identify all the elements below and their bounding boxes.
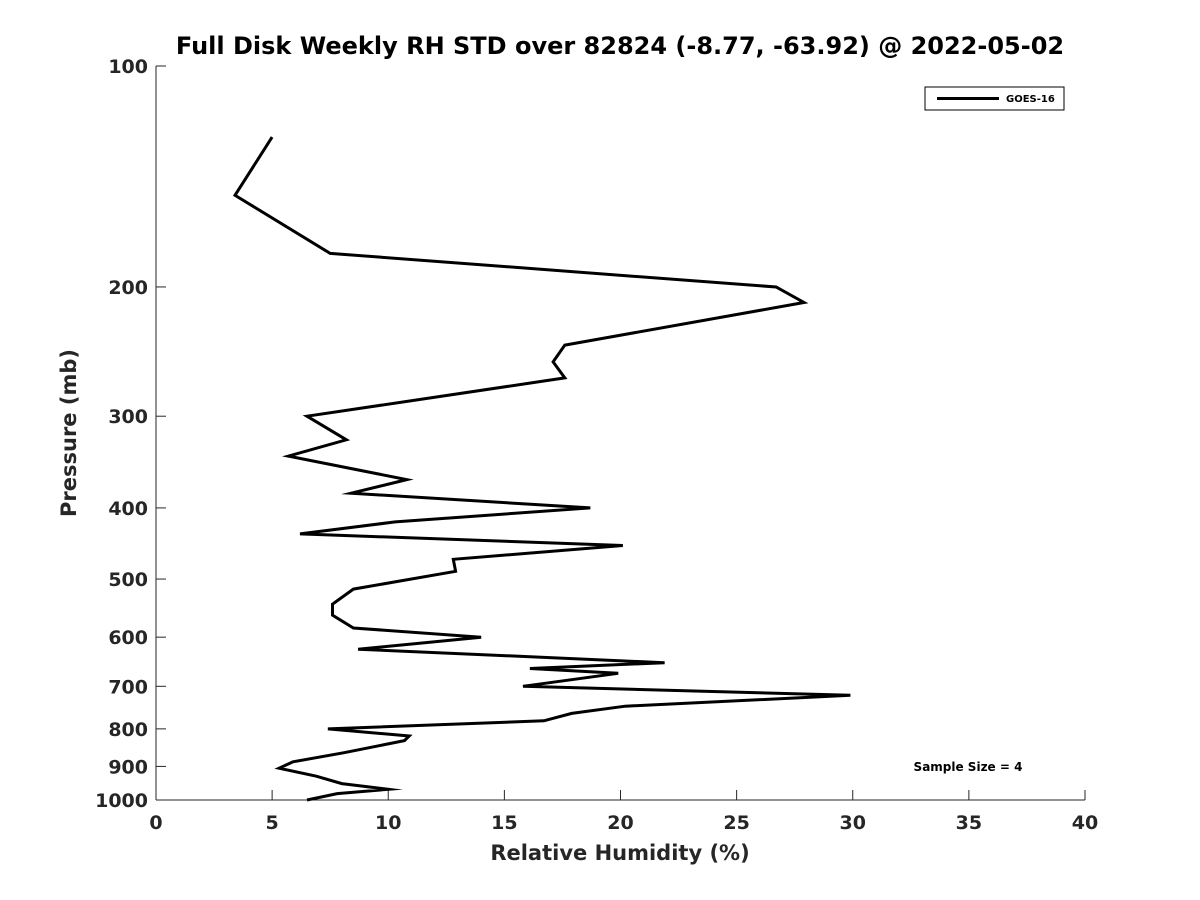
x-tick-label: 20 bbox=[607, 812, 633, 834]
x-tick-label: 5 bbox=[266, 812, 279, 834]
y-tick-label: 900 bbox=[108, 756, 148, 778]
x-tick-label: 15 bbox=[491, 812, 517, 834]
series-lines bbox=[232, 136, 851, 802]
sample-size-annotation: Sample Size = 4 bbox=[914, 760, 1023, 774]
y-tick-label: 700 bbox=[108, 676, 148, 698]
x-tick-label: 30 bbox=[840, 812, 866, 834]
y-tick-label: 100 bbox=[108, 56, 148, 78]
x-tick-label: 0 bbox=[149, 812, 162, 834]
y-tick-label: 600 bbox=[108, 627, 148, 649]
legend: GOES-16 bbox=[924, 86, 1065, 111]
x-axis-label: Relative Humidity (%) bbox=[490, 841, 749, 865]
y-tick-label: 400 bbox=[108, 498, 148, 520]
legend-label-goes-16: GOES-16 bbox=[1006, 94, 1055, 105]
x-tick-label: 35 bbox=[956, 812, 982, 834]
y-tick-label: 500 bbox=[108, 569, 148, 591]
y-tick-label: 800 bbox=[108, 719, 148, 741]
x-tick-label: 40 bbox=[1072, 812, 1098, 834]
series-line-goes-16 bbox=[232, 136, 851, 802]
y-ticks: 100 200 300 400 500 600 700 800 900 1000 bbox=[95, 56, 166, 812]
y-tick-label: 1000 bbox=[95, 790, 148, 812]
x-tick-label: 25 bbox=[723, 812, 749, 834]
y-tick-label: 300 bbox=[108, 406, 148, 428]
x-ticks: 0 5 10 15 20 25 30 35 40 bbox=[149, 790, 1098, 834]
y-tick-label: 200 bbox=[108, 277, 148, 299]
y-axis-label: Pressure (mb) bbox=[57, 349, 81, 517]
x-tick-label: 10 bbox=[375, 812, 401, 834]
chart-title: Full Disk Weekly RH STD over 82824 (-8.7… bbox=[176, 32, 1064, 60]
